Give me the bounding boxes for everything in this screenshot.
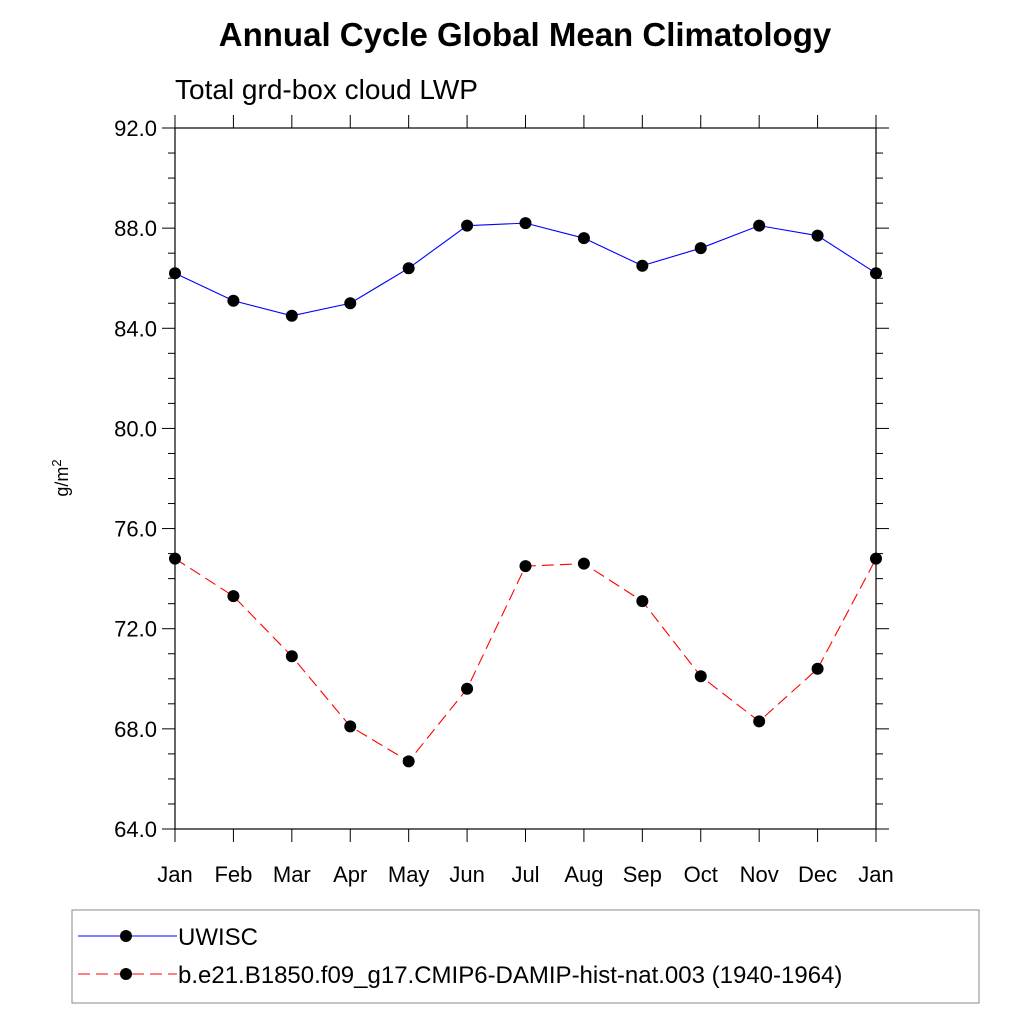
y-tick-label: 72.0 bbox=[114, 617, 157, 642]
legend-entries: UWISC b.e21.B1850.f09_g17.CMIP6-DAMIP-his… bbox=[78, 924, 842, 989]
plot-frame bbox=[174, 127, 877, 830]
data-point bbox=[636, 595, 649, 608]
y-tick-label: 88.0 bbox=[114, 216, 157, 241]
x-tick-label: Dec bbox=[798, 862, 837, 887]
y-tick-label: 80.0 bbox=[114, 416, 157, 441]
x-tick-label: Apr bbox=[333, 862, 367, 887]
x-tick-label: Nov bbox=[740, 862, 779, 887]
x-tick-label: Jun bbox=[449, 862, 484, 887]
x-tick-label: May bbox=[388, 862, 430, 887]
legend-swatch-marker bbox=[120, 968, 132, 980]
data-point bbox=[169, 267, 181, 280]
data-point bbox=[753, 219, 766, 232]
y-axis-label: g/m2 bbox=[49, 459, 72, 496]
data-point bbox=[461, 219, 474, 232]
legend-label: b.e21.B1850.f09_g17.CMIP6-DAMIP-hist-nat… bbox=[178, 962, 842, 989]
series-line bbox=[174, 558, 877, 763]
data-point bbox=[285, 650, 298, 663]
legend-entry-2: b.e21.B1850.f09_g17.CMIP6-DAMIP-hist-nat… bbox=[78, 962, 842, 989]
x-tick-label: Jan bbox=[858, 862, 893, 887]
data-point bbox=[870, 552, 882, 565]
data-point bbox=[811, 662, 824, 675]
data-point bbox=[694, 670, 707, 683]
data-point bbox=[694, 242, 707, 255]
x-tick-label: Aug bbox=[564, 862, 603, 887]
x-tick-label: Jan bbox=[157, 862, 192, 887]
series-1 bbox=[169, 217, 882, 322]
data-point bbox=[870, 267, 882, 280]
y-tick-label: 76.0 bbox=[114, 517, 157, 542]
data-point bbox=[169, 552, 181, 565]
data-point bbox=[577, 557, 590, 570]
legend: UWISC b.e21.B1850.f09_g17.CMIP6-DAMIP-his… bbox=[71, 909, 980, 1004]
data-point bbox=[402, 262, 415, 275]
x-tick-label: Oct bbox=[684, 862, 718, 887]
data-point bbox=[344, 297, 357, 310]
x-tick-label: Mar bbox=[273, 862, 311, 887]
series-line bbox=[174, 222, 877, 317]
legend-swatch-marker bbox=[120, 930, 132, 942]
x-tick-label: Sep bbox=[623, 862, 662, 887]
y-tick-label: 64.0 bbox=[114, 817, 157, 842]
data-point bbox=[811, 229, 824, 242]
chart-title: Annual Cycle Global Mean Climatology bbox=[219, 16, 832, 53]
x-tick-label: Jul bbox=[511, 862, 539, 887]
data-point bbox=[227, 590, 240, 603]
data-point bbox=[519, 217, 532, 230]
data-point bbox=[285, 309, 298, 322]
y-tick-label: 68.0 bbox=[114, 717, 157, 742]
legend-entry-1: UWISC bbox=[78, 924, 258, 951]
axes: 64.0 68.0 72.0 76.0 80.0 84.0 88.0 92.0 Jan Feb Ma… bbox=[114, 115, 894, 887]
y-tick-label: 92.0 bbox=[114, 116, 157, 141]
series-layer bbox=[169, 217, 882, 768]
legend-box bbox=[71, 909, 980, 1004]
y-axis-label-superscript: 2 bbox=[49, 459, 64, 466]
y-tick-label: 84.0 bbox=[114, 316, 157, 341]
x-tick-label: Feb bbox=[214, 862, 252, 887]
data-point bbox=[402, 755, 415, 768]
data-point bbox=[753, 715, 766, 728]
data-point bbox=[636, 259, 649, 272]
data-point bbox=[461, 682, 474, 695]
series-2 bbox=[169, 552, 882, 768]
data-point bbox=[344, 720, 357, 733]
data-point bbox=[519, 560, 532, 573]
y-axis-label-unit: g/m bbox=[52, 467, 72, 497]
data-point bbox=[577, 232, 590, 245]
legend-label: UWISC bbox=[178, 924, 258, 951]
chart-subtitle: Total grd-box cloud LWP bbox=[175, 74, 478, 105]
data-point bbox=[227, 294, 240, 307]
